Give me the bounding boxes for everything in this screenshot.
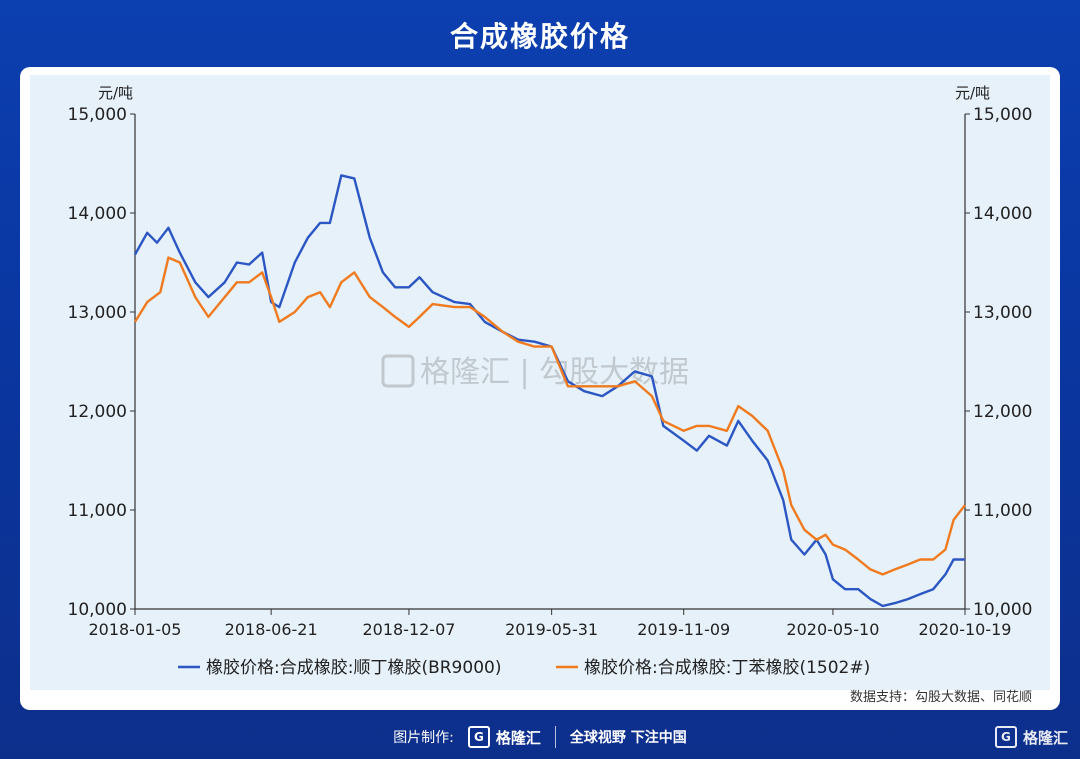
data-source: 数据支持：勾股大数据、同花顺 xyxy=(849,690,1032,705)
y-tick-label-right: 12,000 xyxy=(973,402,1032,422)
x-tick-label: 2018-01-05 xyxy=(89,620,182,639)
x-tick-label: 2020-10-19 xyxy=(919,620,1012,639)
corner-brand: G 格隆汇 xyxy=(994,726,1068,748)
footer-brand: G 格隆汇 xyxy=(467,726,541,748)
y-tick-label-right: 14,000 xyxy=(973,204,1032,224)
watermark-text: 格隆汇 | 勾股大数据 xyxy=(420,355,689,390)
footer-divider xyxy=(554,726,556,748)
y-tick-label-left: 14,000 xyxy=(68,204,127,224)
x-tick-label: 2019-05-31 xyxy=(505,620,598,639)
y-tick-label-left: 15,000 xyxy=(68,105,127,125)
corner-brand-name: 格隆汇 xyxy=(1022,728,1068,747)
footer-brand-name: 格隆汇 xyxy=(495,728,541,747)
legend-label-1: 橡胶价格:合成橡胶:顺丁橡胶(BR9000) xyxy=(206,658,501,678)
y-axis-unit-left: 元/吨 xyxy=(98,84,133,102)
x-tick-label: 2018-12-07 xyxy=(362,620,455,639)
y-tick-label-left: 12,000 xyxy=(68,402,127,422)
y-tick-label-left: 11,000 xyxy=(68,501,127,521)
watermark-logo-icon xyxy=(381,354,415,388)
x-tick-label: 2019-11-09 xyxy=(637,620,730,639)
plot-background xyxy=(30,75,1050,690)
footer: 图片制作: G 格隆汇 全球视野 下注中国 xyxy=(0,718,1080,756)
x-tick-label: 2020-05-10 xyxy=(786,620,879,639)
y-tick-label-left: 13,000 xyxy=(68,303,127,323)
line-chart: 格隆汇 | 勾股大数据 10,000 10,000 11,000 11,000 12,0… xyxy=(30,75,1050,690)
y-tick-label-left: 10,000 xyxy=(68,600,127,620)
y-tick-label-right: 13,000 xyxy=(973,303,1032,323)
x-tick-label: 2018-06-21 xyxy=(225,620,318,639)
watermark: 格隆汇 | 勾股大数据 xyxy=(381,354,689,390)
legend-label-2: 橡胶价格:合成橡胶:丁苯橡胶(1502#) xyxy=(584,658,870,678)
y-axis-unit-right: 元/吨 xyxy=(955,84,990,102)
corner-logo-icon: G xyxy=(994,726,1017,748)
footer-slogan: 全球视野 下注中国 xyxy=(569,730,687,746)
legend: 橡胶价格:合成橡胶:顺丁橡胶(BR9000) 橡胶价格:合成橡胶:丁苯橡胶(150… xyxy=(178,658,870,678)
y-tick-label-right: 11,000 xyxy=(973,501,1032,521)
y-tick-label-right: 15,000 xyxy=(973,105,1032,125)
y-tick-label-right: 10,000 xyxy=(973,600,1032,620)
brand-logo-icon: G xyxy=(467,726,490,748)
made-by-label: 图片制作: xyxy=(393,730,454,746)
page-title: 合成橡胶价格 xyxy=(449,20,630,53)
series-line-2 xyxy=(133,256,966,576)
